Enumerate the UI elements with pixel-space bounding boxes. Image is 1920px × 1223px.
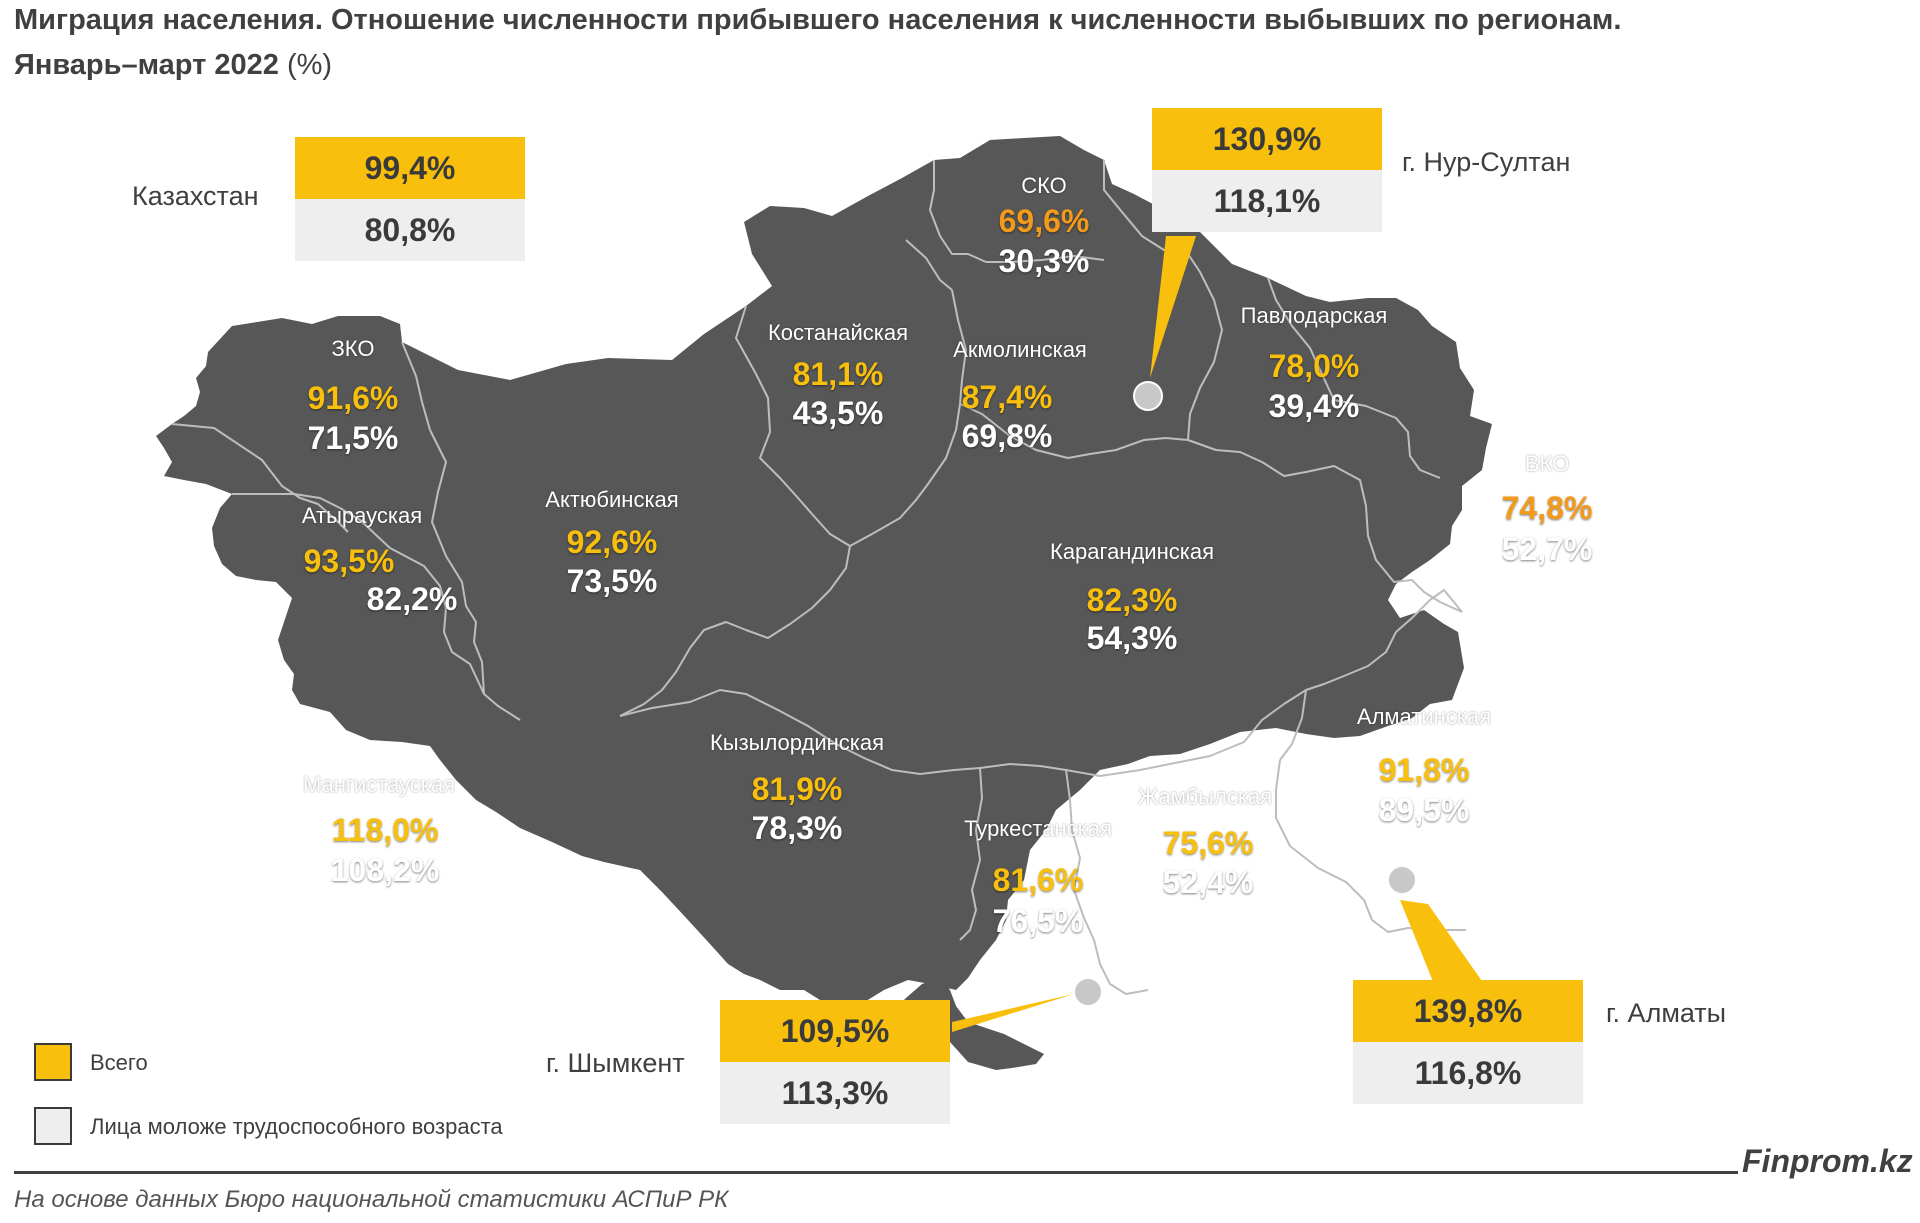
nursultan-box: 130,9% 118,1% — [1152, 108, 1382, 232]
region-name: СКО — [1021, 173, 1067, 198]
region-name: Костанайская — [767, 320, 909, 345]
border-kostanay-sko — [905, 239, 953, 291]
region-young: 39,4% — [1268, 388, 1360, 424]
period: Январь–март 2022 — [14, 49, 279, 81]
region-name: Акмолинская — [953, 337, 1087, 362]
region-young: 108,2% — [330, 852, 440, 888]
border-karaganda-almaty — [1279, 689, 1307, 761]
region-young: 30,3% — [998, 243, 1090, 279]
border-turkestan-zhambyl — [1065, 769, 1149, 995]
region-name: Павлодарская — [1240, 303, 1388, 328]
footer-divider — [14, 1171, 1738, 1174]
nursultan-callout-pointer — [1150, 236, 1196, 378]
region-total: 87,4% — [961, 379, 1053, 415]
nursultan-young: 118,1% — [1152, 170, 1382, 232]
border-karaganda-zhambyl — [979, 631, 1397, 777]
shymkent-label: г. Шымкент — [546, 1048, 685, 1078]
region-name: Алматинская — [1356, 704, 1492, 729]
region-young: 52,7% — [1501, 531, 1593, 567]
region-total: 81,9% — [751, 771, 843, 807]
legend-young-swatch — [34, 1107, 72, 1145]
region-young: 78,3% — [751, 810, 843, 846]
country-shape — [156, 136, 1492, 1070]
region-name: Атырауская — [301, 503, 423, 528]
region-total: 91,8% — [1378, 752, 1470, 788]
kazakhstan-total: 99,4% — [295, 137, 525, 199]
shymkent-callout-pointer — [952, 994, 1074, 1032]
region-total: 75,6% — [1162, 825, 1254, 861]
border-aktobe-kostanay — [735, 305, 851, 547]
border-zko-atyrau — [171, 423, 349, 533]
region-name: Актюбинская — [545, 487, 679, 512]
region-young: 82,2% — [366, 581, 458, 617]
almaty-marker — [1387, 865, 1417, 895]
almaty-callout-pointer — [1400, 900, 1484, 984]
region-young: 43,5% — [792, 395, 884, 431]
shymkent-marker — [1073, 977, 1103, 1007]
region-young: 69,8% — [961, 418, 1053, 454]
legend-young-label: Лица моложе трудоспособного возраста — [90, 1114, 503, 1139]
border-sko-akmola — [929, 160, 1105, 263]
legend-total-swatch — [34, 1043, 72, 1081]
region-young: 54,3% — [1086, 620, 1178, 656]
border-zko-aktobe — [401, 341, 431, 431]
kazakhstan-young: 80,8% — [295, 199, 525, 261]
region-total: 91,6% — [307, 380, 399, 416]
shymkent-total: 109,5% — [720, 1000, 950, 1062]
region-total: 92,6% — [566, 524, 658, 560]
region-total: 81,1% — [792, 356, 884, 392]
region-name: Мангистауская — [302, 772, 456, 797]
kazakhstan-box: 99,4% 80,8% — [295, 137, 525, 261]
border-akmola-pavlodar — [1103, 160, 1223, 441]
region-young: 89,5% — [1378, 792, 1470, 828]
almaty-young: 116,8% — [1353, 1042, 1583, 1104]
region-young: 71,5% — [307, 420, 399, 456]
region-young: 73,5% — [566, 563, 658, 599]
region-name: Жамбылская — [1137, 784, 1273, 809]
region-name: ВКО — [1524, 451, 1570, 476]
region-total: 78,0% — [1268, 348, 1360, 384]
border-karaganda-kyzylorda — [619, 689, 981, 775]
kazakhstan-label: Казахстан — [132, 181, 259, 211]
shymkent-young: 113,3% — [720, 1062, 950, 1124]
region-total: 69,6% — [998, 203, 1090, 239]
border-kyzylorda-turkestan — [959, 767, 983, 941]
region-name: Туркестанская — [964, 816, 1112, 841]
border-atyrau-mangystau — [232, 493, 521, 721]
region-name: Карагандинская — [1050, 539, 1214, 564]
border-pavlodar-vko — [1267, 277, 1441, 479]
region-total: 81,6% — [992, 862, 1084, 898]
almaty-label: г. Алматы — [1606, 998, 1727, 1028]
almaty-box: 139,8% 116,8% — [1353, 980, 1583, 1104]
region-young: 52,4% — [1162, 864, 1254, 900]
region-total: 82,3% — [1086, 582, 1178, 618]
brand-logo: Finprom.kz — [1742, 1143, 1913, 1179]
region-young: 76,5% — [992, 903, 1084, 939]
source-note: На основе данных Бюро национальной стати… — [14, 1186, 729, 1213]
chart-subtitle: Январь–март 2022 (%) — [14, 49, 332, 82]
chart-title: Миграция населения. Отношение численност… — [14, 4, 1622, 36]
region-borders — [171, 160, 1466, 995]
almaty-total: 139,8% — [1353, 980, 1583, 1042]
border-aktobe-karaganda — [619, 545, 851, 717]
region-name: ЗКО — [331, 336, 375, 361]
legend-total-label: Всего — [90, 1050, 148, 1075]
unit: (%) — [286, 49, 333, 81]
region-total: 74,8% — [1501, 490, 1593, 526]
nursultan-total: 130,9% — [1152, 108, 1382, 170]
nursultan-label: г. Нур-Султан — [1402, 147, 1571, 177]
border-vko-almaty — [1395, 589, 1463, 633]
border-kostanay-akmola — [849, 289, 967, 547]
nursultan-marker — [1133, 381, 1163, 411]
border-atyrau-aktobe — [429, 429, 485, 695]
shymkent-box: 109,5% 113,3% — [720, 1000, 950, 1124]
region-total: 93,5% — [303, 543, 395, 579]
region-name: Кызылординская — [709, 730, 885, 755]
border-akmola-karaganda — [959, 403, 1189, 459]
border-pavlodar-karaganda — [1187, 439, 1463, 613]
region-total: 118,0% — [331, 812, 439, 848]
